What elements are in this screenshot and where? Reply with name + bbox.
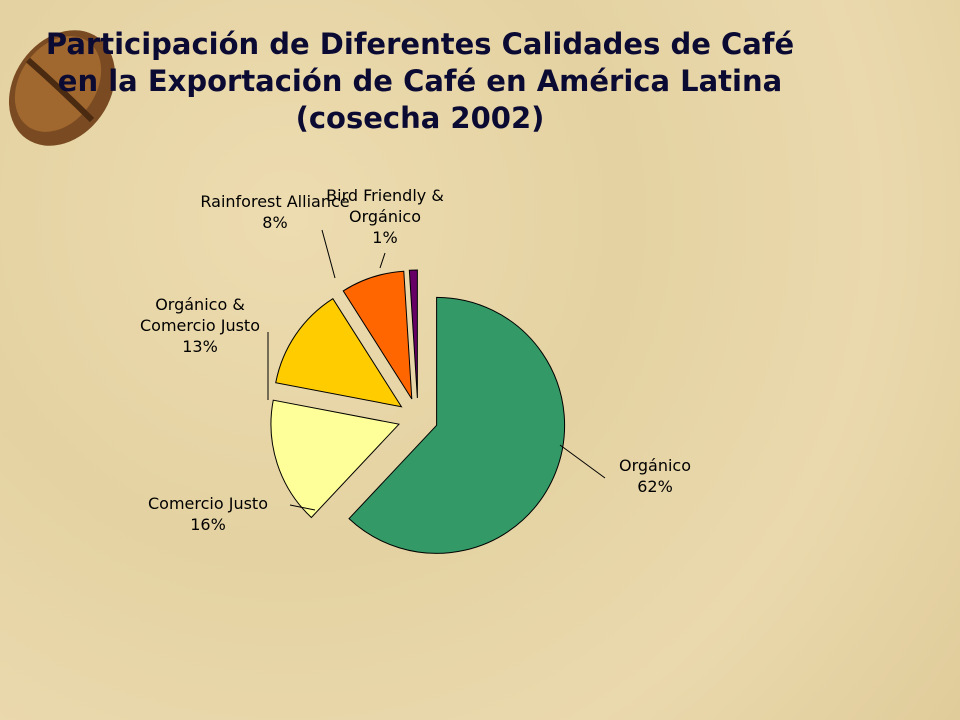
leader-line [321, 229, 336, 279]
chart-title: Participación de Diferentes Calidades de… [45, 27, 795, 135]
slice-label: Rainforest Alliance 8% [190, 192, 360, 234]
leader-line [379, 252, 386, 269]
value-label: 1% [372, 227, 398, 247]
leader-line [289, 504, 316, 511]
category-label: Orgánico [618, 456, 692, 475]
value-label: 8% [262, 212, 288, 232]
slice-label: Bird Friendly & Orgánico 1% [300, 186, 470, 248]
value-label: 62% [637, 476, 673, 496]
pie-slice [342, 270, 413, 400]
category-label: Orgánico & Comercio Justo [140, 295, 260, 335]
pie-slice [408, 269, 418, 399]
category-label: Rainforest Alliance [200, 192, 350, 211]
value-label: 13% [182, 336, 218, 356]
pie-slice [270, 399, 400, 519]
slice-label: Orgánico 62% [570, 456, 740, 498]
leader-line [559, 444, 606, 479]
category-label: Bird Friendly & Orgánico [326, 186, 444, 226]
category-label: Comercio Justo [148, 494, 268, 513]
coffee-bean [8, 30, 116, 146]
slice-label: Comercio Justo 16% [123, 494, 293, 536]
value-label: 16% [190, 514, 226, 534]
pie-slice [275, 297, 403, 408]
slice-label: Orgánico & Comercio Justo 13% [115, 295, 285, 357]
pie-slice [348, 296, 566, 554]
